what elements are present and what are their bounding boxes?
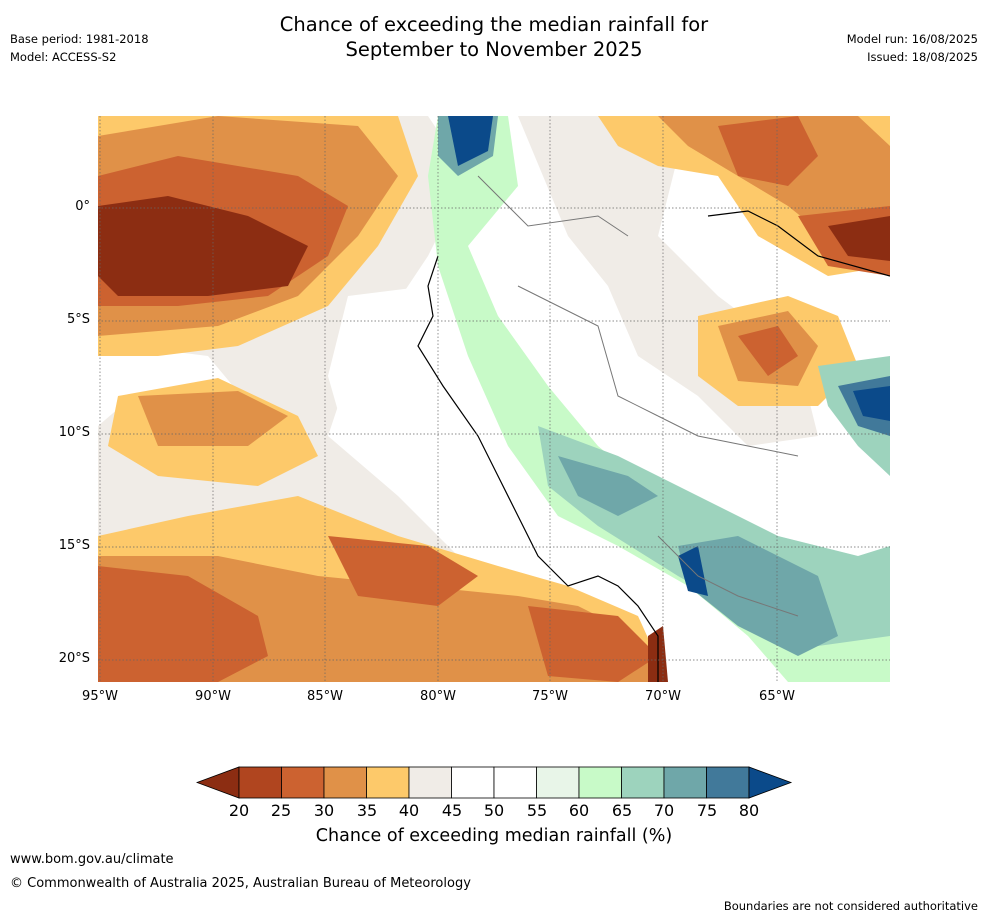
colorbar-swatch — [281, 766, 325, 799]
lat-label-0: 0° — [75, 199, 90, 214]
colorbar-tick-25: 25 — [270, 801, 292, 820]
base-period: Base period: 1981-2018 — [10, 32, 149, 46]
rainfall-contours — [98, 116, 890, 682]
lat-label-10s: 10°S — [58, 425, 90, 440]
colorbar-title: Chance of exceeding median rainfall (%) — [315, 826, 673, 846]
footer-url: www.bom.gov.au/climate — [10, 852, 174, 867]
colorbar-tick-40: 40 — [398, 801, 420, 820]
lon-label-70w: 70°W — [645, 689, 681, 704]
lon-label-75w: 75°W — [532, 689, 568, 704]
lat-label-20s: 20°S — [58, 651, 90, 666]
lon-label-90w: 90°W — [195, 689, 231, 704]
colorbar-swatch — [366, 766, 410, 799]
colorbar-swatch — [536, 766, 580, 799]
lat-label-5s: 5°S — [66, 312, 90, 327]
colorbar-swatches — [196, 766, 793, 799]
colorbar-swatch — [663, 766, 707, 799]
colorbar-extend-high — [748, 766, 793, 799]
lon-label-85w: 85°W — [307, 689, 343, 704]
colorbar-tick-30: 30 — [313, 801, 335, 820]
graticule — [98, 116, 890, 682]
colorbar-swatch — [408, 766, 452, 799]
footer-copyright: © Commonwealth of Australia 2025, Austra… — [10, 876, 471, 891]
colorbar-swatch — [238, 766, 282, 799]
map-title: Chance of exceeding the median rainfall … — [0, 12, 988, 62]
footer-note: Boundaries are not considered authoritat… — [723, 899, 978, 913]
lon-label-65w: 65°W — [759, 689, 795, 704]
colorbar-tick-70: 70 — [653, 801, 675, 820]
issued-date: Issued: 18/08/2025 — [867, 50, 978, 64]
colorbar-swatch — [621, 766, 665, 799]
colorbar-tick-55: 55 — [526, 801, 548, 820]
colorbar-swatch — [493, 766, 537, 799]
model-run: Model run: 16/08/2025 — [846, 32, 978, 46]
rainfall-map — [98, 116, 890, 682]
title-line-1: Chance of exceeding the median rainfall … — [279, 13, 709, 36]
colorbar-tick-75: 75 — [696, 801, 718, 820]
lon-label-80w: 80°W — [420, 689, 456, 704]
colorbar-tick-60: 60 — [568, 801, 590, 820]
colorbar-swatch — [323, 766, 367, 799]
colorbar-swatch — [451, 766, 495, 799]
colorbar-swatch — [706, 766, 750, 799]
model-name: Model: ACCESS-S2 — [10, 50, 117, 64]
colorbar-swatch — [578, 766, 622, 799]
colorbar-tick-50: 50 — [483, 801, 505, 820]
country-borders — [477, 175, 799, 617]
title-line-2: September to November 2025 — [345, 38, 643, 61]
colorbar-extend-low — [196, 766, 240, 799]
colorbar-tick-35: 35 — [356, 801, 378, 820]
lat-label-15s: 15°S — [58, 538, 90, 553]
meta-right: Model run: 16/08/2025 Issued: 18/08/2025 — [847, 30, 978, 66]
meta-left: Base period: 1981-2018 Model: ACCESS-S2 — [10, 30, 149, 66]
colorbar-tick-45: 45 — [441, 801, 463, 820]
colorbar-tick-20: 20 — [228, 801, 250, 820]
lon-label-95w: 95°W — [82, 689, 118, 704]
colorbar-tick-80: 80 — [738, 801, 760, 820]
colorbar — [196, 766, 793, 799]
coastline — [417, 210, 890, 682]
colorbar-tick-65: 65 — [611, 801, 633, 820]
